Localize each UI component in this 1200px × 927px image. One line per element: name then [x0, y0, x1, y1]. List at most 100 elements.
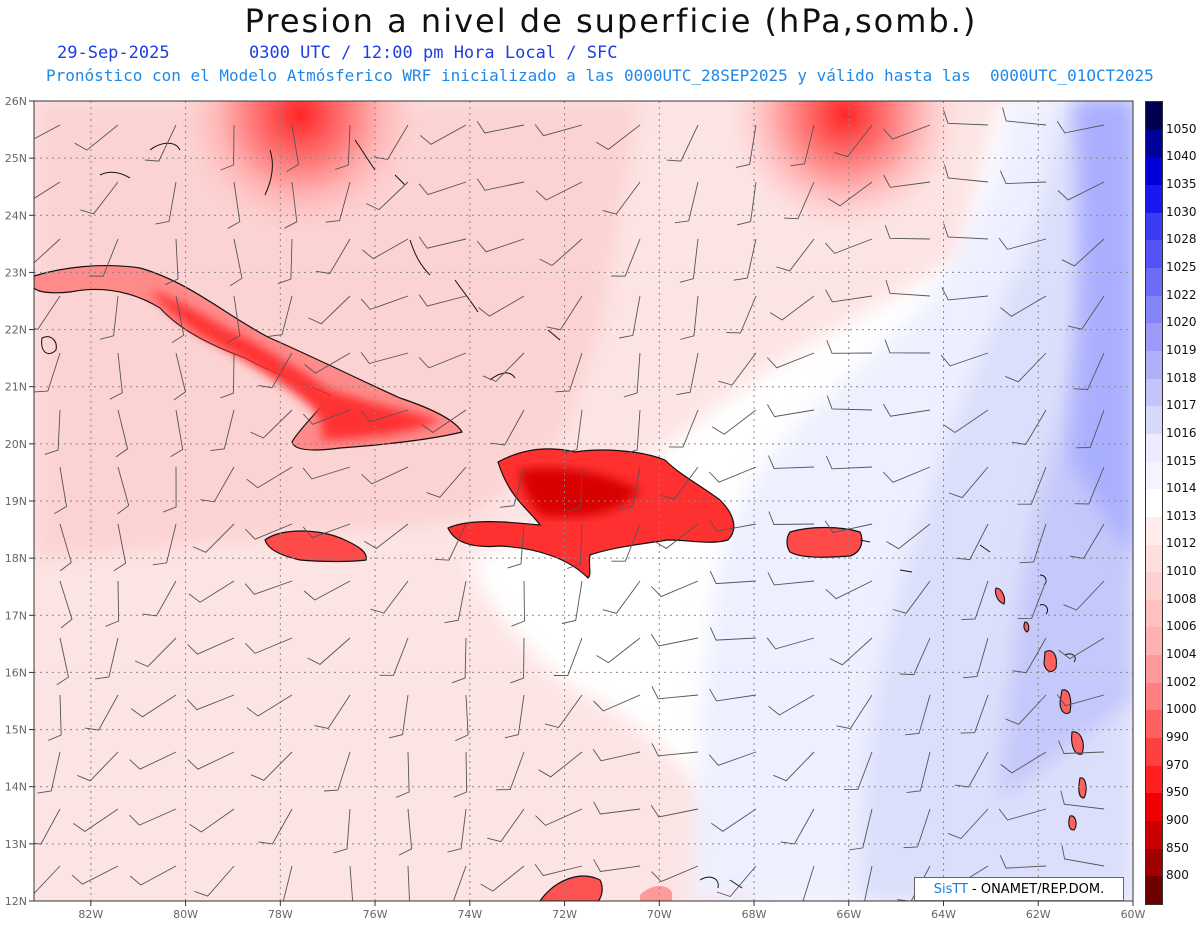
wind-barb: [303, 580, 351, 601]
wind-barb: [892, 580, 931, 614]
wind-barb: [77, 751, 119, 782]
colorbar-cell: [1146, 295, 1162, 324]
colorbar-cell: [1146, 682, 1162, 711]
wind-barb: [674, 181, 699, 224]
wind-barb: [258, 808, 293, 845]
wind-barb: [362, 238, 409, 260]
lat-label: 24N: [5, 209, 27, 222]
wind-barb: [155, 181, 177, 225]
credit-box: SisTT - ONAMET/REP.DOM.: [914, 877, 1124, 901]
wind-barb: [1058, 637, 1105, 660]
wind-barb: [246, 466, 293, 489]
graticule: [34, 101, 1133, 901]
wind-barb: [426, 466, 467, 498]
wind-barb: [56, 637, 70, 686]
wind-barb: [333, 808, 351, 854]
wind-barb: [1060, 790, 1105, 810]
wind-barb: [567, 466, 583, 513]
wind-barb: [282, 865, 293, 901]
wind-barb: [553, 637, 583, 676]
wind-barb: [903, 808, 931, 849]
colorbar-cell: [1146, 876, 1162, 905]
wind-barb: [1017, 466, 1047, 505]
colorbar-cell: [1146, 655, 1162, 683]
wind-barb: [999, 170, 1047, 185]
colorbar-label: 1014: [1166, 481, 1197, 496]
wind-barb: [34, 124, 61, 140]
wind-barb: [451, 637, 467, 684]
colorbar-cell: [1146, 627, 1162, 656]
lat-label: 13N: [5, 838, 27, 851]
colorbar-label: 1015: [1166, 453, 1197, 468]
wind-barb: [476, 238, 525, 253]
wind-barb: [1005, 352, 1047, 383]
wind-barb: [651, 865, 699, 883]
wind-barb: [171, 295, 185, 344]
wind-barb: [829, 637, 873, 666]
wind-barb: [593, 859, 641, 872]
wind-barb: [284, 181, 298, 229]
wind-barb: [899, 637, 931, 676]
wind-barb: [455, 694, 469, 742]
valid-date: 29-Sep-2025: [57, 43, 170, 63]
wind-barb: [364, 523, 409, 549]
wind-barb: [960, 694, 989, 734]
wind-barb: [824, 238, 873, 254]
wind-barb: [1073, 352, 1105, 390]
colorbar-cell: [1146, 489, 1162, 517]
puerto-rico: [786, 526, 863, 558]
wind-barb: [826, 395, 873, 411]
colorbar-cell: [1146, 323, 1162, 351]
wind-barb: [886, 523, 931, 550]
wind-barb: [194, 865, 235, 897]
wind-barb: [444, 580, 467, 624]
colorbar-label: 1019: [1166, 342, 1197, 357]
colorbar-label: 1016: [1166, 425, 1197, 440]
wind-barb: [843, 751, 873, 791]
wind-barb: [790, 124, 815, 167]
wind-barb: [735, 124, 757, 168]
wind-barb: [539, 238, 583, 267]
wind-barb: [827, 181, 873, 207]
wind-barb: [360, 409, 409, 423]
wind-barb: [1000, 751, 1047, 774]
colorbar-cell: [1146, 378, 1162, 407]
lon-label: 60W: [1121, 908, 1146, 921]
wind-barb: [998, 237, 1047, 250]
wind-barb: [361, 466, 409, 485]
wind-barb: [152, 523, 177, 566]
colorbar-label: 1002: [1166, 674, 1197, 689]
wind-barb: [561, 580, 583, 624]
wind-barb: [95, 637, 119, 680]
wind-barb: [768, 694, 815, 716]
wind-barb: [833, 124, 873, 158]
wind-barb: [602, 181, 641, 215]
wind-barb: [44, 409, 61, 455]
colorbar-cell: [1146, 184, 1162, 213]
wind-barb: [1063, 580, 1105, 611]
colorbar-label: 1000: [1166, 702, 1197, 717]
wind-barb: [504, 694, 525, 739]
colorbar-cell: [1146, 848, 1162, 877]
wind-barb: [954, 751, 989, 788]
lon-label: 76W: [363, 908, 388, 921]
wind-barb: [716, 865, 757, 898]
wind-barb: [1067, 295, 1105, 330]
wind-barb: [708, 519, 757, 532]
wind-barb: [162, 466, 177, 513]
colorbar-cell: [1146, 267, 1162, 296]
wind-barb: [1012, 637, 1047, 674]
wind-barb: [59, 580, 73, 629]
wind-barb: [302, 466, 351, 480]
colorbar-cell: [1146, 461, 1162, 490]
colorbar-label: 950: [1166, 785, 1189, 800]
wind-barb: [379, 637, 409, 676]
wind-barb: [961, 580, 989, 621]
wind-barb: [89, 238, 119, 277]
wind-barb: [129, 751, 177, 770]
hispaniola: [447, 448, 735, 579]
wind-barb: [99, 295, 119, 340]
wind-barb: [117, 466, 130, 515]
wind-barb: [1057, 181, 1105, 201]
colorbar-cell: [1146, 406, 1162, 434]
